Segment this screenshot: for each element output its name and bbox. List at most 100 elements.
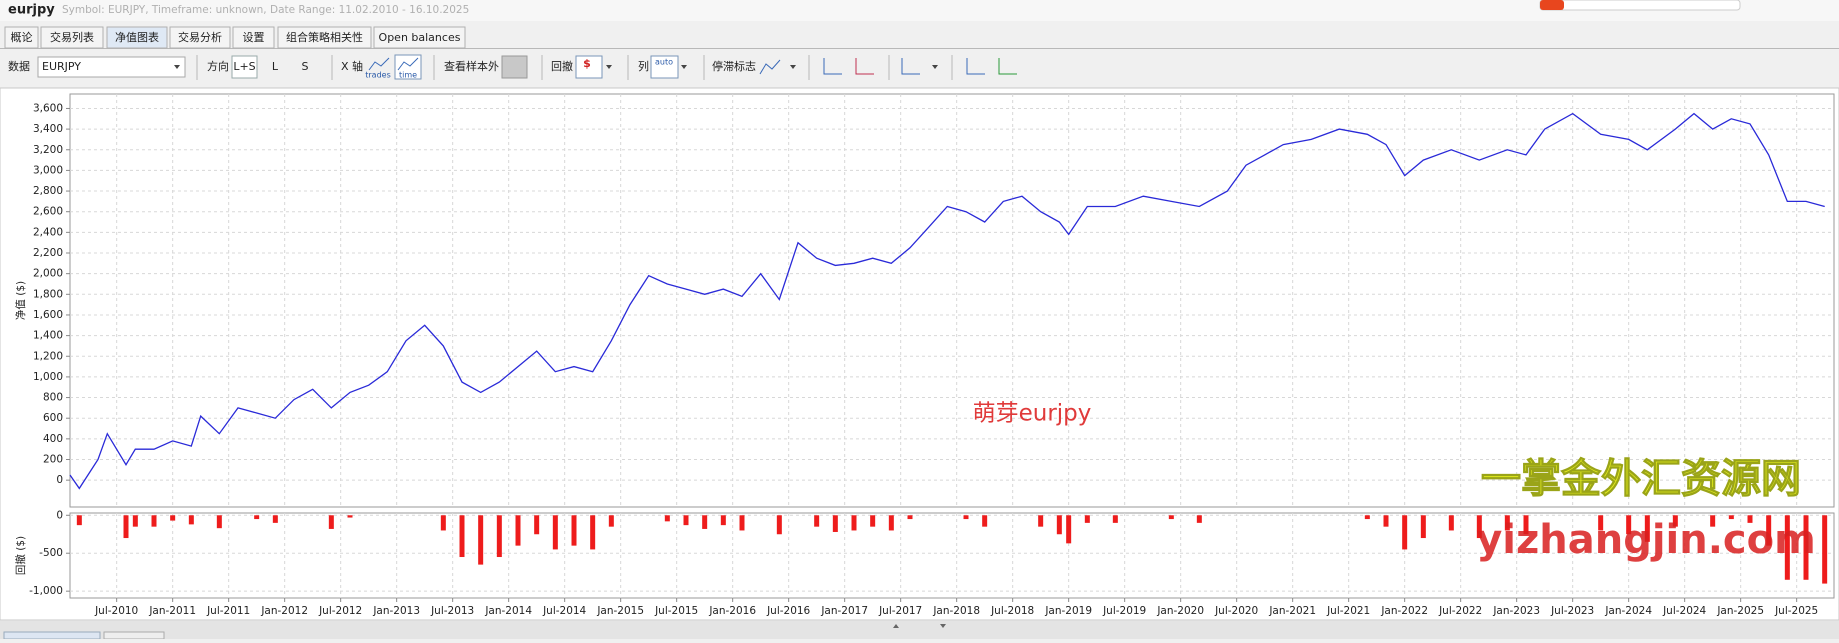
drawdown-bar	[1644, 515, 1650, 542]
tab[interactable]	[232, 26, 275, 49]
drawdown-bar	[1784, 515, 1790, 580]
drawdown-bar	[982, 515, 988, 527]
dropdown-arrow[interactable]	[790, 65, 796, 69]
x-tick-label: Jan-2024	[1604, 605, 1652, 617]
drawdown-bar	[534, 515, 540, 535]
x-axis-trades-button[interactable]: trades	[365, 57, 391, 80]
x-tick-label: Jul-2020	[1214, 605, 1258, 617]
splitter-handle[interactable]	[893, 624, 946, 628]
x-tick-label: Jan-2023	[1492, 605, 1540, 617]
tab-label[interactable]: Open balances	[379, 31, 461, 44]
drawdown-bar	[459, 515, 465, 558]
chart-button[interactable]	[901, 58, 920, 75]
x-tick-label: Jul-2024	[1662, 605, 1706, 617]
dropdown-arrow[interactable]	[606, 65, 612, 69]
direction-option[interactable]: L+S	[233, 60, 255, 73]
drawdown-bar	[132, 515, 138, 527]
x-tick-label: Jan-2015	[596, 605, 644, 617]
y-tick-label: 1,800	[33, 288, 63, 300]
x-tick-label: Jan-2018	[932, 605, 980, 617]
stagnation-label: 停滞标志	[712, 59, 756, 73]
tab-label[interactable]: 概论	[11, 30, 33, 44]
dropdown-arrow[interactable]	[932, 65, 938, 69]
tab-label[interactable]: 净值图表	[115, 30, 159, 44]
x-tick-label: Jan-2011	[148, 605, 196, 617]
chart-button[interactable]	[823, 58, 842, 75]
x-tick-label: Jul-2010	[94, 605, 138, 617]
direction-option[interactable]: L	[272, 60, 279, 73]
dropdown-arrow[interactable]	[681, 65, 687, 69]
y-tick-label: 2,600	[33, 206, 63, 218]
tab[interactable]	[169, 26, 231, 49]
tab[interactable]	[277, 26, 372, 49]
tab-label[interactable]: 交易分析	[178, 30, 222, 44]
drawdown-bar	[664, 515, 670, 522]
drawdown-bar	[1056, 515, 1062, 535]
x-tick-label: Jan-2013	[372, 605, 420, 617]
toolbar: 数据 EURJPY 方向 L+S L S X 轴 trades time 查看样…	[8, 54, 1017, 80]
drawdown-button[interactable]	[575, 55, 603, 79]
x-tick-label: Jul-2022	[1438, 605, 1482, 617]
plot-area	[69, 93, 1835, 508]
drawdown-bar	[1196, 515, 1202, 523]
symbol-value: EURJPY	[42, 60, 81, 73]
drawdown-bar	[515, 515, 521, 546]
drawdown-bar	[776, 515, 782, 535]
bottom-tab[interactable]	[103, 631, 165, 640]
symbol-dropdown[interactable]	[37, 56, 186, 78]
drawdown-bar	[328, 515, 334, 529]
chart-button[interactable]	[998, 58, 1017, 75]
x-tick-label: Jan-2012	[260, 605, 308, 617]
plot: 0 -500 -1,000 Jul-2010 Jan-2011 Jul-2011 Jan-2…	[14, 509, 1834, 617]
tab-label[interactable]: 设置	[243, 31, 265, 44]
drawdown-bar	[814, 515, 820, 527]
drawdown-bar	[1766, 515, 1772, 546]
tab-label[interactable]: 组合策略相关性	[286, 30, 363, 44]
x-axis-option[interactable]: time	[399, 71, 417, 80]
y-tick-label: 400	[43, 433, 63, 445]
y-tick-label: -1,000	[29, 585, 63, 597]
drawdown-bar	[151, 515, 157, 527]
drawdown-bar	[1084, 515, 1090, 523]
drawdown-bar	[216, 515, 222, 529]
x-tick-label: Jul-2017	[878, 605, 922, 617]
stagnation-button[interactable]	[759, 59, 781, 75]
drawdown-bar	[851, 515, 857, 531]
y-tick-label: 3,200	[33, 144, 63, 156]
y-tick-label: 1,600	[33, 309, 63, 321]
drawdown-bar	[1038, 515, 1044, 527]
tab-bar: 概论 交易列表 净值图表 交易分析 设置 组合策略相关性 Open balances	[4, 26, 466, 49]
drawdown-bar	[1747, 515, 1753, 523]
tab[interactable]	[40, 26, 104, 49]
drawdown-bar	[683, 515, 689, 526]
y-axis-label: 净值 ($)	[14, 281, 27, 320]
chart-button[interactable]	[855, 58, 874, 75]
drawdown-bar	[76, 515, 82, 526]
drawdown-bar	[1066, 515, 1072, 544]
charts: 0 200 400 600 800 1,000 1,200 1,400 1,600 1,800 2,…	[14, 93, 1835, 617]
drawdown-bar	[1383, 515, 1389, 527]
y-tick-label: 2,400	[33, 226, 63, 238]
tab[interactable]	[373, 26, 466, 49]
watermark: yizhangjin.com	[1476, 517, 1816, 563]
tab-label[interactable]: 交易列表	[50, 30, 94, 44]
out-of-sample-button[interactable]	[501, 55, 528, 79]
title-bar	[0, 0, 1839, 21]
bottom-tab[interactable]	[3, 631, 101, 640]
drawdown-bar	[1168, 515, 1174, 520]
y-tick-label: 1,000	[33, 371, 63, 383]
y-tick-label: 3,000	[33, 164, 63, 176]
drawdown-bar	[170, 515, 176, 521]
direction-button[interactable]	[231, 55, 258, 79]
x-tick-label: Jan-2020	[1156, 605, 1204, 617]
tab[interactable]	[4, 26, 39, 49]
drawdown-bar	[907, 515, 913, 520]
x-axis-option[interactable]: trades	[365, 71, 391, 80]
column-button[interactable]	[650, 55, 679, 79]
y-tick-label: 800	[43, 392, 63, 404]
tab[interactable]	[106, 26, 168, 49]
chart-button[interactable]	[966, 58, 985, 75]
drawdown-bar	[254, 515, 260, 520]
direction-option[interactable]: S	[302, 60, 309, 73]
